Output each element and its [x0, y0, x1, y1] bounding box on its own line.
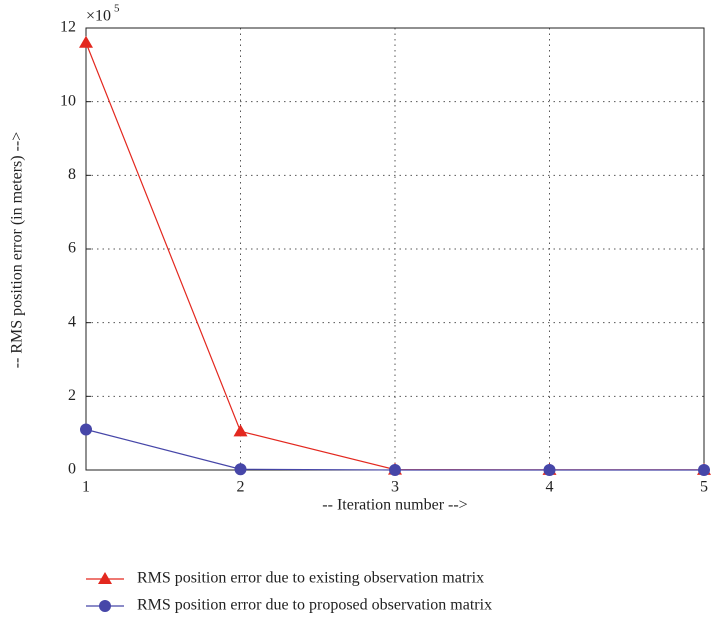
y-tick-label: 12 — [60, 19, 76, 36]
y-tick-label: 10 — [60, 92, 76, 109]
legend-marker — [98, 572, 112, 584]
series-line — [85, 42, 704, 471]
x-tick-label: 1 — [82, 479, 90, 496]
y-tick-label: 4 — [68, 313, 76, 330]
data-point — [234, 463, 247, 476]
x-tick-label: 3 — [391, 479, 399, 496]
x-tick-label: 2 — [237, 479, 245, 496]
y-tick-label: 6 — [68, 240, 76, 257]
x-axis-label: -- Iteration number --> — [322, 497, 467, 514]
data-point — [543, 464, 556, 476]
data-point — [389, 464, 401, 476]
data-point — [698, 464, 710, 476]
legend-label: RMS position error due to proposed obser… — [137, 597, 492, 614]
x-tick-label: 5 — [700, 479, 708, 496]
y-scale-exponent: 5 — [114, 3, 120, 15]
y-tick-label: 2 — [68, 387, 76, 404]
data-point — [80, 423, 92, 436]
data-point — [79, 35, 93, 48]
legend-marker — [99, 600, 111, 612]
y-tick-label: 0 — [68, 461, 76, 478]
data-point — [233, 424, 248, 437]
x-tick-label: 4 — [546, 479, 554, 496]
y-axis-label: -- RMS position error (in meters) --> — [9, 132, 26, 369]
legend-label: RMS position error due to existing obser… — [137, 570, 484, 587]
y-scale-base: ×10 — [86, 8, 111, 25]
y-tick-label: 8 — [68, 166, 76, 183]
